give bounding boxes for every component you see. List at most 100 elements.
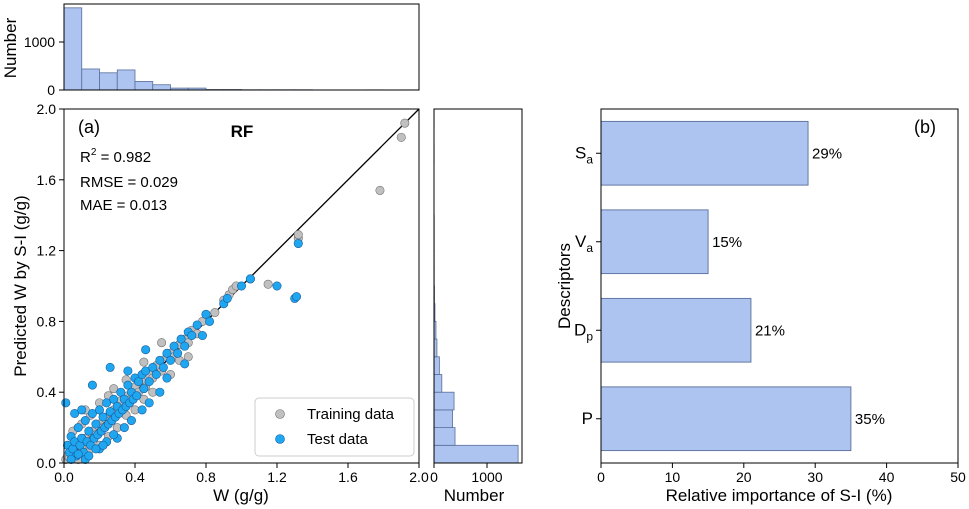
- test-point: [139, 384, 149, 394]
- test-point: [155, 355, 165, 365]
- test-point: [144, 377, 154, 387]
- test-point: [158, 362, 168, 372]
- scatter-ytick-label: 1.6: [37, 172, 57, 188]
- test-point: [116, 387, 126, 397]
- scatter-ytick-label: 0.0: [37, 455, 57, 471]
- test-point: [173, 348, 183, 358]
- panel-label-b: (b): [914, 117, 936, 137]
- scatter-panel-a: 0.0 0.4 0.8 1.2 1.6 2.0 0.0 0.4 0.8 1.2 1.6 2.0 W …: [11, 101, 429, 505]
- importance-value-label: 29%: [812, 145, 842, 162]
- training-point: [293, 230, 303, 240]
- test-point: [132, 391, 142, 401]
- right-hist-bar: [433, 409, 453, 428]
- importance-frame: [600, 108, 959, 464]
- test-point: [123, 366, 133, 376]
- importance-category-label: Dp: [574, 320, 593, 343]
- training-point: [109, 384, 119, 394]
- training-point: [396, 132, 406, 142]
- right-hist-bar: [433, 374, 443, 393]
- panel-label-a: (a): [78, 117, 100, 137]
- scatter-xtick-label: 0.4: [125, 469, 145, 485]
- right-hist-bar: [433, 391, 455, 411]
- test-point: [87, 408, 97, 418]
- top-hist-bar: [81, 68, 100, 91]
- importance-x-ticks: 0 10 20 30 40 50: [597, 463, 966, 485]
- scatter-y-ticks: 0.0 0.4 0.8 1.2 1.6 2.0: [37, 101, 64, 471]
- importance-bar: [600, 297, 752, 363]
- test-point: [166, 355, 176, 365]
- scatter-frame: [63, 108, 420, 464]
- importance-bar: [600, 209, 709, 275]
- right-hist-bar: [433, 444, 519, 464]
- training-point: [375, 185, 385, 195]
- test-point: [176, 334, 186, 344]
- scatter-ytick-label: 0.8: [37, 313, 57, 329]
- importance-value-label: 21%: [755, 322, 785, 339]
- top-hist-bar: [116, 69, 136, 91]
- importance-bar: [600, 120, 809, 186]
- test-point: [205, 316, 215, 326]
- test-point: [137, 405, 147, 415]
- test-point: [98, 412, 108, 422]
- test-point: [148, 362, 158, 372]
- scatter-xtick-label: 0.8: [196, 469, 216, 485]
- top-histogram-frame: [63, 3, 420, 91]
- legend-marker-test: [275, 434, 285, 444]
- test-point: [109, 430, 119, 440]
- training-point: [263, 279, 273, 289]
- importance-xtick-label: 40: [879, 469, 895, 485]
- test-point: [141, 345, 151, 355]
- importance-xtick-label: 20: [736, 469, 752, 485]
- test-point: [192, 320, 202, 330]
- scatter-ytick-label: 2.0: [37, 101, 57, 117]
- test-point: [119, 423, 129, 433]
- importance-value-label: 15%: [712, 234, 742, 251]
- test-point: [91, 419, 101, 429]
- top-hist-ylabel: Number: [1, 17, 20, 78]
- test-data-points: [61, 239, 303, 464]
- importance-bar: [600, 386, 852, 452]
- importance-bars: 29% 15% 21% 35%: [600, 120, 885, 452]
- scatter-legend: Training data Test data: [254, 397, 415, 457]
- test-point: [77, 405, 87, 415]
- right-histogram-frame: [433, 108, 523, 464]
- scatter-ytick-label: 1.2: [37, 243, 57, 259]
- importance-xtick-label: 10: [665, 469, 681, 485]
- importance-y-ticks: Sa Va Dp P: [574, 143, 601, 428]
- legend-box: [254, 397, 415, 457]
- test-point: [105, 362, 115, 372]
- right-hist-bar: [433, 356, 440, 375]
- scatter-x-ticks: 0.0 0.4 0.8 1.2 1.6 2.0: [54, 463, 429, 485]
- scatter-xtick-label: 2.0: [409, 469, 429, 485]
- scatter-xtick-label: 1.2: [267, 469, 287, 485]
- test-point: [201, 309, 211, 319]
- test-point: [91, 444, 101, 454]
- test-point: [87, 380, 97, 390]
- test-point: [126, 416, 136, 426]
- right-histogram: 0 1000 Number: [430, 108, 523, 505]
- stat-rmse: RMSE = 0.029: [80, 174, 178, 191]
- test-point: [66, 454, 76, 464]
- stat-r2-sup: 2: [91, 147, 97, 158]
- right-hist-xtick-0: 0: [430, 469, 438, 485]
- test-point: [272, 281, 282, 291]
- test-point: [141, 366, 151, 376]
- test-point: [155, 387, 165, 397]
- top-hist-bar: [99, 72, 118, 91]
- test-point: [134, 377, 144, 387]
- test-point: [292, 292, 302, 302]
- top-hist-bar: [63, 7, 83, 91]
- test-point: [162, 373, 172, 383]
- test-point: [151, 369, 161, 379]
- test-point: [84, 426, 94, 436]
- scatter-ytick-label: 0.4: [37, 384, 57, 400]
- test-point: [180, 359, 190, 369]
- test-point: [237, 281, 247, 291]
- stat-r2-base: R: [80, 149, 91, 166]
- scatter-xtick-label: 1.6: [338, 469, 358, 485]
- importance-category-label: Va: [575, 232, 593, 255]
- test-point: [84, 451, 94, 461]
- test-point: [245, 274, 255, 284]
- training-point: [400, 118, 410, 128]
